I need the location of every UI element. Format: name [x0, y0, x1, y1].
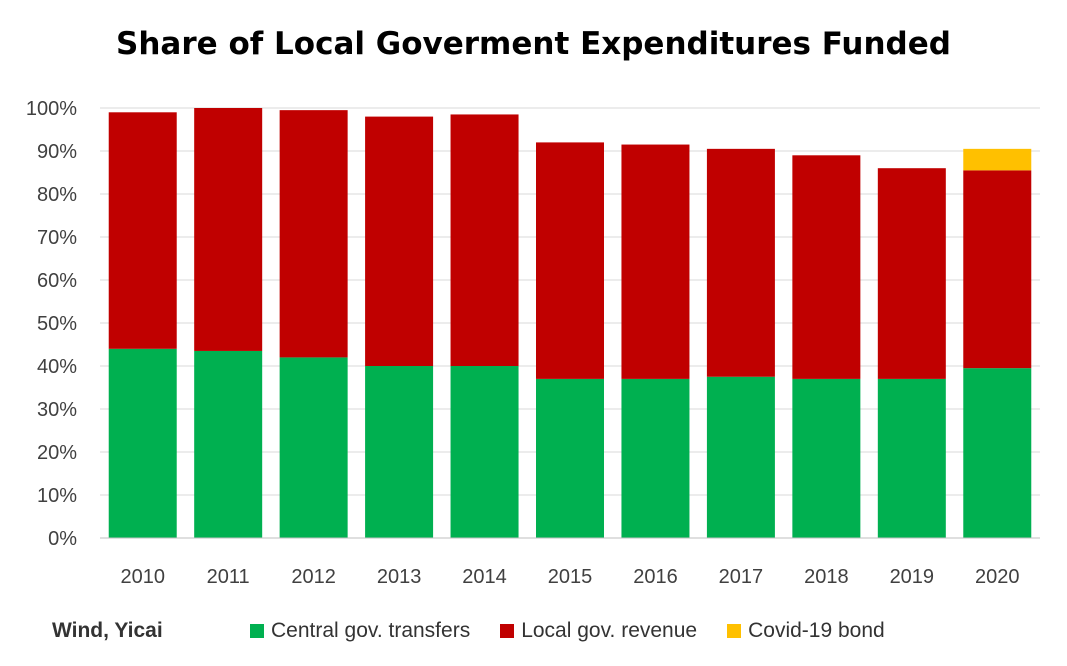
- chart-title: Share of Local Goverment Expenditures Fu…: [116, 26, 951, 62]
- bar-segment-central-gov-transfers-2015: [536, 378, 604, 538]
- bar-segment-local-gov-revenue-2015: [536, 142, 604, 379]
- legend-swatch-local-revenue: [500, 624, 515, 638]
- bar-segment-local-gov-revenue-2011: [194, 108, 263, 351]
- legend-label-central-transfers: Central gov. transfers: [271, 619, 471, 642]
- y-tick-label: 0%: [48, 528, 77, 550]
- bar-segment-local-gov-revenue-2013: [365, 116, 434, 366]
- y-tick-label: 70%: [37, 227, 77, 249]
- x-tick-label: 2013: [377, 566, 422, 588]
- bar-segment-central-gov-transfers-2010: [108, 348, 177, 538]
- y-tick-label: 10%: [37, 485, 77, 507]
- y-tick-label: 40%: [37, 356, 77, 378]
- bar-segment-local-gov-revenue-2017: [706, 148, 775, 377]
- bar-segment-local-gov-revenue-2019: [877, 168, 946, 379]
- chart-plot-area: 0% 10% 20% 30% 40% 50% 60% 70% 80% 90% 100% 2010 201…: [26, 98, 1040, 588]
- x-tick-label: 2020: [975, 566, 1020, 588]
- y-tick-label: 30%: [37, 399, 77, 421]
- bar-segment-central-gov-transfers-2017: [706, 376, 775, 538]
- x-tick-label: 2019: [890, 566, 935, 588]
- bar-segment-local-gov-revenue-2014: [450, 114, 519, 366]
- legend-item-local-revenue: Local gov. revenue: [500, 619, 697, 643]
- x-tick-label: 2012: [291, 566, 336, 588]
- x-tick-label: 2016: [633, 566, 678, 588]
- bar-segment-local-gov-revenue-2018: [792, 155, 861, 379]
- x-tick-label: 2015: [548, 566, 593, 588]
- bar-segment-central-gov-transfers-2020: [963, 368, 1032, 538]
- legend-item-central-transfers: Central gov. transfers: [250, 619, 470, 643]
- x-tick-label: 2017: [719, 566, 764, 588]
- y-tick-label: 80%: [37, 184, 77, 206]
- y-tick-label: 60%: [37, 270, 77, 292]
- bar-segment-central-gov-transfers-2011: [194, 350, 263, 538]
- x-tick-label: 2018: [804, 566, 849, 588]
- bar-segment-local-gov-revenue-2012: [279, 110, 348, 358]
- source-label: Wind, Yicai: [52, 619, 163, 642]
- bar-segment-local-gov-revenue-2010: [108, 112, 177, 349]
- x-tick-label: 2014: [462, 566, 507, 588]
- x-tick-label: 2010: [120, 566, 165, 588]
- y-tick-label: 50%: [37, 313, 77, 335]
- legend-label-covid-bond: Covid-19 bond: [748, 619, 885, 642]
- y-tick-label: 90%: [37, 141, 77, 163]
- bar-segment-local-gov-revenue-2020: [963, 170, 1032, 369]
- y-tick-label: 100%: [26, 98, 77, 120]
- bar-segment-covid-19-bond-2020: [963, 148, 1032, 171]
- bar-segment-central-gov-transfers-2012: [279, 357, 348, 538]
- bar-segment-local-gov-revenue-2016: [621, 144, 690, 379]
- bar-segment-central-gov-transfers-2019: [877, 378, 946, 538]
- bar-segment-central-gov-transfers-2013: [365, 366, 434, 538]
- legend-swatch-central-transfers: [250, 624, 264, 638]
- axes: 0% 10% 20% 30% 40% 50% 60% 70% 80% 90% 100% 2010 201…: [26, 98, 1040, 588]
- legend-swatch-covid-bond: [727, 624, 742, 638]
- bar-segment-central-gov-transfers-2018: [792, 378, 861, 538]
- bar-segment-central-gov-transfers-2014: [450, 366, 519, 538]
- legend-label-local-revenue: Local gov. revenue: [521, 619, 698, 642]
- bar-segment-central-gov-transfers-2016: [621, 378, 690, 538]
- bars: [108, 108, 1032, 538]
- x-tick-label: 2011: [207, 566, 250, 588]
- y-tick-label: 20%: [37, 442, 77, 464]
- legend-item-covid-bond: Covid-19 bond: [727, 619, 885, 643]
- legend: Central gov. transfers Local gov. revenu…: [250, 619, 885, 643]
